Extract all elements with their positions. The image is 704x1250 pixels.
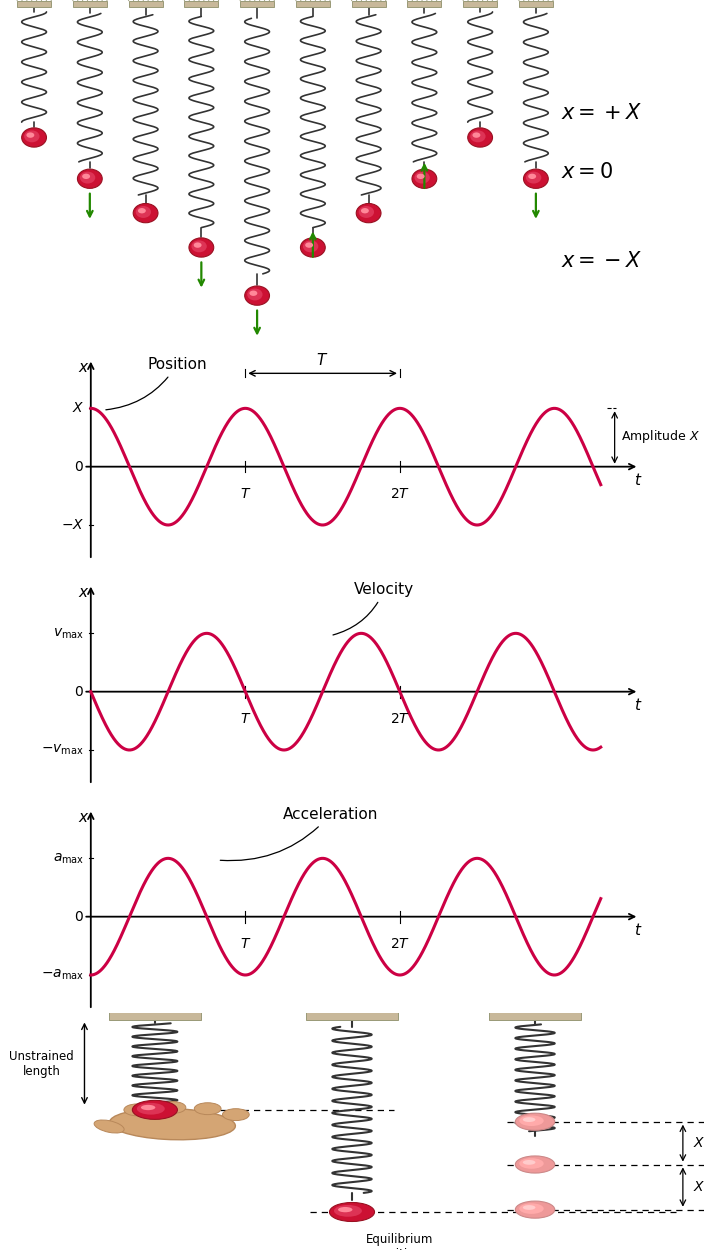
Ellipse shape xyxy=(523,1205,536,1210)
Ellipse shape xyxy=(245,286,270,305)
Text: Velocity: Velocity xyxy=(333,582,415,635)
Ellipse shape xyxy=(526,171,541,184)
Ellipse shape xyxy=(222,1109,249,1120)
FancyBboxPatch shape xyxy=(296,1,330,6)
Text: Amplitude $X$: Amplitude $X$ xyxy=(621,428,700,445)
FancyBboxPatch shape xyxy=(240,1,274,6)
Text: $0$: $0$ xyxy=(74,460,84,474)
Ellipse shape xyxy=(523,1160,536,1165)
Text: $T$: $T$ xyxy=(239,712,251,726)
Ellipse shape xyxy=(80,171,95,184)
Ellipse shape xyxy=(520,1115,543,1126)
FancyBboxPatch shape xyxy=(306,1005,398,1020)
Ellipse shape xyxy=(356,204,381,222)
Ellipse shape xyxy=(515,1156,555,1172)
Text: $2T$: $2T$ xyxy=(390,712,410,726)
Ellipse shape xyxy=(305,242,313,248)
Ellipse shape xyxy=(249,290,258,296)
Text: $2T$: $2T$ xyxy=(390,938,410,951)
Text: $t$: $t$ xyxy=(634,472,642,489)
Ellipse shape xyxy=(94,1120,124,1132)
FancyBboxPatch shape xyxy=(351,1,386,6)
Ellipse shape xyxy=(22,127,46,148)
FancyBboxPatch shape xyxy=(184,1,218,6)
Ellipse shape xyxy=(303,240,318,252)
FancyBboxPatch shape xyxy=(17,1,51,6)
Ellipse shape xyxy=(110,1109,235,1140)
Ellipse shape xyxy=(301,238,325,258)
Ellipse shape xyxy=(133,204,158,222)
FancyBboxPatch shape xyxy=(129,1,163,6)
Text: $x$: $x$ xyxy=(77,360,89,375)
Ellipse shape xyxy=(26,132,34,138)
Text: $x = 0$: $x = 0$ xyxy=(560,161,613,181)
Ellipse shape xyxy=(467,127,493,148)
Ellipse shape xyxy=(472,132,480,138)
Text: $t$: $t$ xyxy=(634,922,642,939)
Ellipse shape xyxy=(247,289,263,300)
Ellipse shape xyxy=(359,206,374,217)
Text: $-a_{\rm max}$: $-a_{\rm max}$ xyxy=(41,968,84,982)
Ellipse shape xyxy=(515,1201,555,1219)
Text: Position: Position xyxy=(106,357,207,410)
Ellipse shape xyxy=(361,208,369,214)
Ellipse shape xyxy=(338,1208,353,1212)
Ellipse shape xyxy=(520,1159,543,1169)
Ellipse shape xyxy=(523,1118,536,1122)
Text: $x = +X$: $x = +X$ xyxy=(560,104,641,124)
Ellipse shape xyxy=(194,242,201,248)
Text: $X$: $X$ xyxy=(693,1180,704,1194)
Ellipse shape xyxy=(159,1101,186,1114)
Text: $a_{\rm max}$: $a_{\rm max}$ xyxy=(53,851,84,865)
FancyBboxPatch shape xyxy=(408,1,441,6)
FancyBboxPatch shape xyxy=(463,1,497,6)
Ellipse shape xyxy=(141,1105,156,1110)
Ellipse shape xyxy=(77,169,102,189)
FancyBboxPatch shape xyxy=(489,1005,581,1020)
Text: $t$: $t$ xyxy=(634,698,642,714)
Ellipse shape xyxy=(415,171,430,184)
Ellipse shape xyxy=(132,1100,177,1120)
Ellipse shape xyxy=(137,1102,165,1115)
Ellipse shape xyxy=(82,174,90,179)
FancyBboxPatch shape xyxy=(109,1005,201,1020)
Text: $T$: $T$ xyxy=(316,351,329,368)
Ellipse shape xyxy=(191,240,207,252)
FancyBboxPatch shape xyxy=(73,1,107,6)
Text: $-v_{\rm max}$: $-v_{\rm max}$ xyxy=(42,742,84,758)
Text: $0$: $0$ xyxy=(74,685,84,699)
Text: $v_{\rm max}$: $v_{\rm max}$ xyxy=(53,626,84,640)
Ellipse shape xyxy=(334,1205,362,1216)
Text: $0$: $0$ xyxy=(74,910,84,924)
Ellipse shape xyxy=(189,238,214,258)
FancyBboxPatch shape xyxy=(519,1,553,6)
Text: $X$: $X$ xyxy=(72,401,84,415)
Ellipse shape xyxy=(470,130,486,142)
Text: $-X$: $-X$ xyxy=(61,518,84,532)
Text: Unstrained
length: Unstrained length xyxy=(9,1050,74,1078)
Ellipse shape xyxy=(524,169,548,189)
Text: $T$: $T$ xyxy=(239,488,251,501)
Ellipse shape xyxy=(412,169,436,189)
Ellipse shape xyxy=(329,1202,375,1221)
Text: $T$: $T$ xyxy=(239,938,251,951)
Text: Equilibrium
position: Equilibrium position xyxy=(366,1234,434,1250)
Ellipse shape xyxy=(136,206,151,217)
Ellipse shape xyxy=(417,174,425,179)
Text: $2T$: $2T$ xyxy=(390,488,410,501)
Ellipse shape xyxy=(24,130,39,142)
Text: $x$: $x$ xyxy=(77,810,89,825)
Text: Acceleration: Acceleration xyxy=(220,808,378,860)
Ellipse shape xyxy=(520,1204,543,1214)
Text: $X$: $X$ xyxy=(693,1136,704,1150)
Ellipse shape xyxy=(124,1104,151,1116)
Text: $x = -X$: $x = -X$ xyxy=(560,251,641,271)
Ellipse shape xyxy=(138,208,146,214)
Ellipse shape xyxy=(528,174,536,179)
Ellipse shape xyxy=(194,1102,221,1115)
Ellipse shape xyxy=(515,1114,555,1130)
Text: $x$: $x$ xyxy=(77,585,89,600)
